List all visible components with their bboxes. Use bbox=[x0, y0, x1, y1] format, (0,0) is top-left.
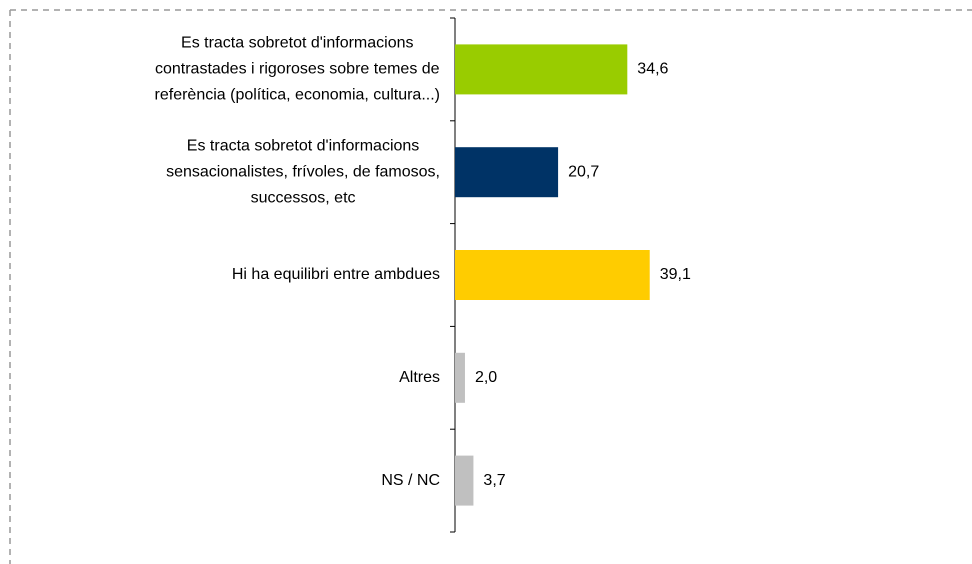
category-label: Hi ha equilibri entre ambdues bbox=[232, 266, 440, 283]
bar bbox=[455, 455, 474, 506]
bar bbox=[455, 250, 650, 300]
value-label: 20,7 bbox=[568, 163, 599, 180]
bar bbox=[455, 147, 559, 198]
bar bbox=[455, 352, 465, 403]
category-label: NS / NC bbox=[381, 472, 440, 489]
category-label-line: Hi ha equilibri entre ambdues bbox=[232, 266, 440, 283]
category-label: Es tracta sobretot d'informacions sensaci… bbox=[166, 137, 440, 206]
category-label-line: Altres bbox=[399, 369, 440, 386]
value-label: 2,0 bbox=[475, 369, 497, 386]
category-label: Altres bbox=[399, 369, 440, 386]
value-label: 34,6 bbox=[637, 61, 668, 78]
category-label-line: contrastades i rigoroses sobre temes de bbox=[155, 61, 440, 78]
category-label: Es tracta sobretot d'informacions contras… bbox=[155, 35, 440, 104]
bar bbox=[455, 44, 628, 95]
category-label-line: NS / NC bbox=[381, 472, 440, 489]
value-label: 3,7 bbox=[483, 472, 505, 489]
category-label-line: sensacionalistes, frívoles, de famosos, bbox=[166, 163, 440, 180]
category-label-line: successos, etc bbox=[251, 189, 356, 206]
value-label: 39,1 bbox=[660, 266, 691, 283]
category-label-line: referència (política, economia, cultura.… bbox=[155, 87, 440, 104]
category-label-line: Es tracta sobretot d'informacions bbox=[187, 137, 420, 154]
category-label-line: Es tracta sobretot d'informacions bbox=[181, 35, 414, 52]
